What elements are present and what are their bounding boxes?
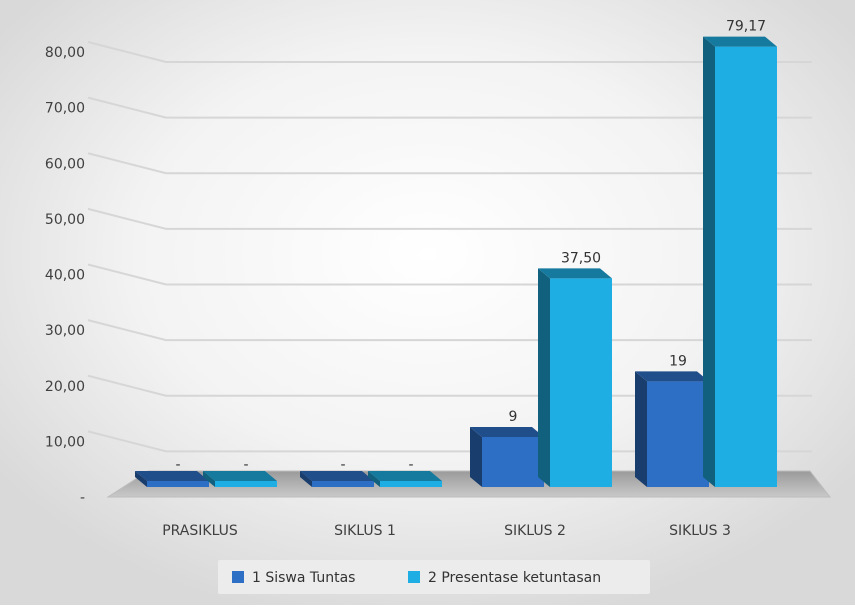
y-tick-label: 10,00 — [45, 434, 85, 450]
y-tick-label: - — [80, 490, 85, 506]
data-label: - — [175, 457, 180, 473]
y-tick-label: 70,00 — [45, 101, 85, 117]
bar-siklus-1-series-1 — [300, 471, 374, 487]
data-label: - — [243, 457, 248, 473]
legend: 1 Siswa Tuntas 2 Presentase ketuntasan — [218, 560, 650, 594]
data-label: 37,50 — [561, 250, 601, 266]
y-axis: - 10,00 20,00 30,00 40,00 50,00 60,00 70,00 80,0… — [45, 45, 85, 506]
gridline — [87, 152, 812, 175]
x-tick-label: SIKLUS 3 — [669, 523, 731, 539]
y-tick-label: 80,00 — [45, 45, 85, 61]
x-tick-label: SIKLUS 2 — [504, 523, 566, 539]
bar-siklus-3-series-2 — [703, 36, 777, 487]
data-labels: - - - - 9 37,50 19 79,17 — [175, 19, 766, 473]
data-label: - — [408, 457, 413, 473]
gridline — [87, 96, 812, 119]
y-tick-label: 50,00 — [45, 212, 85, 228]
y-tick-label: 20,00 — [45, 379, 85, 395]
bar-siklus-3-series-1 — [635, 371, 709, 487]
legend-swatch — [408, 571, 420, 583]
bar-siklus-2-series-1 — [470, 426, 544, 487]
x-tick-label: PRASIKLUS — [162, 523, 238, 539]
bar-prasiklus-series-2 — [203, 471, 277, 487]
legend-label: 2 Presentase ketuntasan — [428, 570, 601, 586]
legend-swatch — [232, 571, 244, 583]
bar-siklus-1-series-2 — [368, 471, 442, 487]
x-axis: PRASIKLUS SIKLUS 1 SIKLUS 2 SIKLUS 3 — [162, 523, 731, 539]
y-tick-label: 60,00 — [45, 156, 85, 172]
gridline — [87, 41, 812, 63]
x-tick-label: SIKLUS 1 — [334, 523, 396, 539]
bar-prasiklus-series-1 — [135, 471, 209, 487]
legend-box — [218, 560, 650, 594]
data-label: - — [340, 457, 345, 473]
bars — [135, 36, 777, 487]
data-label: 19 — [669, 353, 687, 369]
bar-siklus-2-series-2 — [538, 268, 612, 487]
legend-label: 1 Siswa Tuntas — [252, 570, 355, 586]
gridlines — [87, 41, 812, 453]
data-label: 79,17 — [726, 19, 766, 35]
y-tick-label: 30,00 — [45, 323, 85, 339]
y-tick-label: 40,00 — [45, 268, 85, 284]
gridline — [87, 207, 812, 230]
data-label: 9 — [509, 409, 518, 425]
